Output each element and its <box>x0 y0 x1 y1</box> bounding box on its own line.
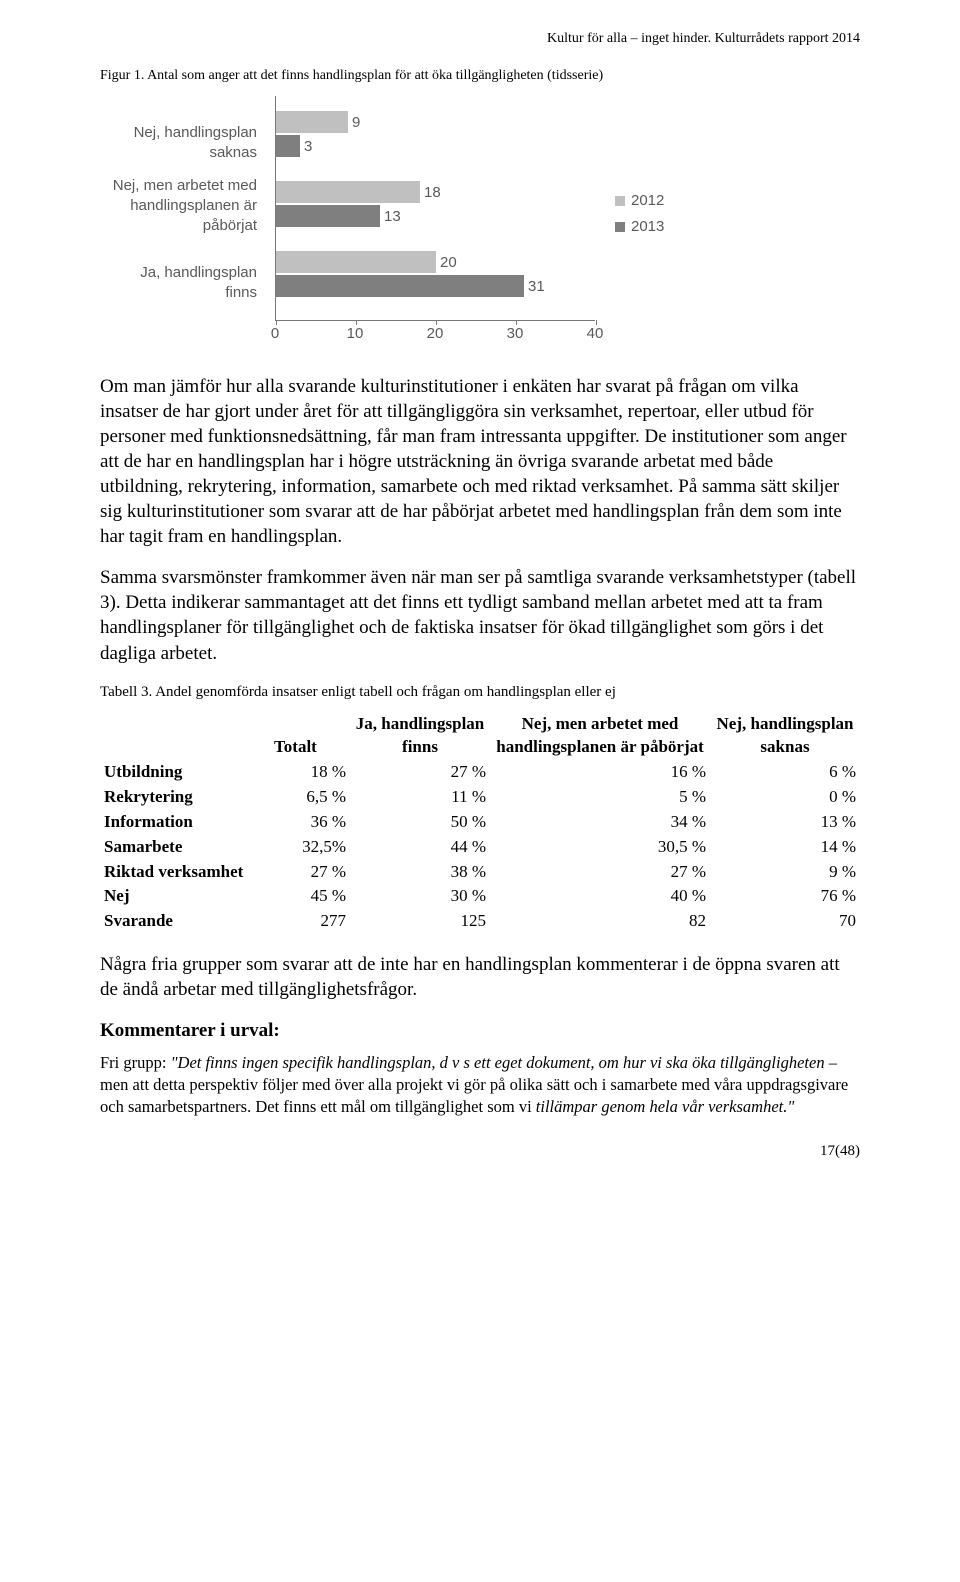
table-row-header: Utbildning <box>100 760 270 785</box>
table-cell: 18 % <box>270 760 350 785</box>
legend-item: 2012 <box>615 191 664 211</box>
page-footer: 17(48) <box>100 1141 860 1161</box>
bar-chart: 9 3 18 13 20 31 2012 2013 0 10 20 30 40 Nej, handli… <box>110 96 730 356</box>
legend-item: 2013 <box>615 217 664 237</box>
quote-italic-1: "Det finns ingen specifik handlingsplan,… <box>171 1053 825 1072</box>
comments-heading: Kommentarer i urval: <box>100 1018 860 1044</box>
table-caption: Tabell 3. Andel genomförda insatser enli… <box>100 682 860 702</box>
paragraph-1: Om man jämför hur alla svarande kulturin… <box>100 374 860 550</box>
table-cell: 70 <box>710 909 860 934</box>
table-cell: 40 % <box>490 884 710 909</box>
chart-legend: 2012 2013 <box>615 191 664 244</box>
legend-swatch <box>615 222 625 232</box>
bar-value-label: 31 <box>528 277 545 297</box>
table-cell: 50 % <box>350 810 490 835</box>
legend-swatch <box>615 196 625 206</box>
table-cell: 16 % <box>490 760 710 785</box>
y-category-label: Nej, men arbetet med handlingsplanen är … <box>110 176 265 237</box>
table-cell: 34 % <box>490 810 710 835</box>
table-cell: 32,5% <box>270 835 350 860</box>
table-cell: 0 % <box>710 785 860 810</box>
table-cell: 6 % <box>710 760 860 785</box>
table-cell: 82 <box>490 909 710 934</box>
table-cell: 27 % <box>270 860 350 885</box>
chart-bar <box>276 275 524 297</box>
chart-bar <box>276 205 380 227</box>
figure-caption: Figur 1. Antal som anger att det finns h… <box>100 67 860 86</box>
quote-paragraph: Fri grupp: "Det finns ingen specifik han… <box>100 1052 860 1117</box>
table-row: Svarande2771258270 <box>100 909 860 934</box>
y-category-label: Nej, handlingsplan saknas <box>110 123 265 164</box>
chart-plot-area: 9 3 18 13 20 31 <box>275 96 595 321</box>
table-row: Samarbete32,5%44 %30,5 %14 % <box>100 835 860 860</box>
table-row-header: Nej <box>100 884 270 909</box>
chart-bar <box>276 135 300 157</box>
table-cell: 277 <box>270 909 350 934</box>
table-cell: 27 % <box>350 760 490 785</box>
table-cell: 45 % <box>270 884 350 909</box>
table-column-header: Ja, handlingsplan finns <box>350 712 490 760</box>
chart-bar <box>276 251 436 273</box>
table-row: Riktad verksamhet27 %38 %27 %9 % <box>100 860 860 885</box>
quote-tail-italic: tillämpar genom hela vår verksamhet." <box>536 1097 795 1116</box>
bar-value-label: 3 <box>304 137 312 157</box>
table-row-header: Samarbete <box>100 835 270 860</box>
table-cell: 14 % <box>710 835 860 860</box>
table-row: Information36 %50 %34 %13 % <box>100 810 860 835</box>
chart-bar <box>276 181 420 203</box>
x-tick-label: 10 <box>340 324 370 344</box>
table-cell: 6,5 % <box>270 785 350 810</box>
paragraph-3: Några fria grupper som svarar att de int… <box>100 952 860 1002</box>
table-cell: 5 % <box>490 785 710 810</box>
bar-value-label: 18 <box>424 183 441 203</box>
table-row-header: Riktad verksamhet <box>100 860 270 885</box>
table-row-header: Rekrytering <box>100 785 270 810</box>
chart-bar <box>276 111 348 133</box>
x-tick-label: 30 <box>500 324 530 344</box>
table-column-header: Nej, handlingsplan saknas <box>710 712 860 760</box>
table-row: Utbildning18 %27 %16 %6 % <box>100 760 860 785</box>
table-cell: 76 % <box>710 884 860 909</box>
table-column-header: Nej, men arbetet med handlingsplanen är … <box>490 712 710 760</box>
x-tick-label: 0 <box>260 324 290 344</box>
table-cell: 125 <box>350 909 490 934</box>
bar-value-label: 9 <box>352 113 360 133</box>
legend-label: 2012 <box>631 191 664 211</box>
paragraph-2: Samma svarsmönster framkommer även när m… <box>100 565 860 665</box>
table-cell: 30,5 % <box>490 835 710 860</box>
table-cell: 9 % <box>710 860 860 885</box>
page-header: Kultur för alla – inget hinder. Kulturrå… <box>100 30 860 49</box>
table-column-header <box>100 712 270 760</box>
table-row: Rekrytering6,5 %11 %5 %0 % <box>100 785 860 810</box>
quote-tail-plain: Det finns ett mål om tillgänglighet som … <box>255 1097 535 1116</box>
x-tick-label: 40 <box>580 324 610 344</box>
table-cell: 44 % <box>350 835 490 860</box>
quote-label: Fri grupp: <box>100 1053 171 1072</box>
table-cell: 13 % <box>710 810 860 835</box>
data-table: TotaltJa, handlingsplan finnsNej, men ar… <box>100 712 860 934</box>
table-cell: 11 % <box>350 785 490 810</box>
bar-value-label: 20 <box>440 253 457 273</box>
y-category-label: Ja, handlingsplan finns <box>110 263 265 304</box>
table-cell: 30 % <box>350 884 490 909</box>
table-row: Nej45 %30 %40 %76 % <box>100 884 860 909</box>
table-cell: 36 % <box>270 810 350 835</box>
table-column-header: Totalt <box>270 712 350 760</box>
table-row-header: Svarande <box>100 909 270 934</box>
table-cell: 38 % <box>350 860 490 885</box>
table-cell: 27 % <box>490 860 710 885</box>
bar-value-label: 13 <box>384 207 401 227</box>
table-row-header: Information <box>100 810 270 835</box>
x-tick-label: 20 <box>420 324 450 344</box>
legend-label: 2013 <box>631 217 664 237</box>
